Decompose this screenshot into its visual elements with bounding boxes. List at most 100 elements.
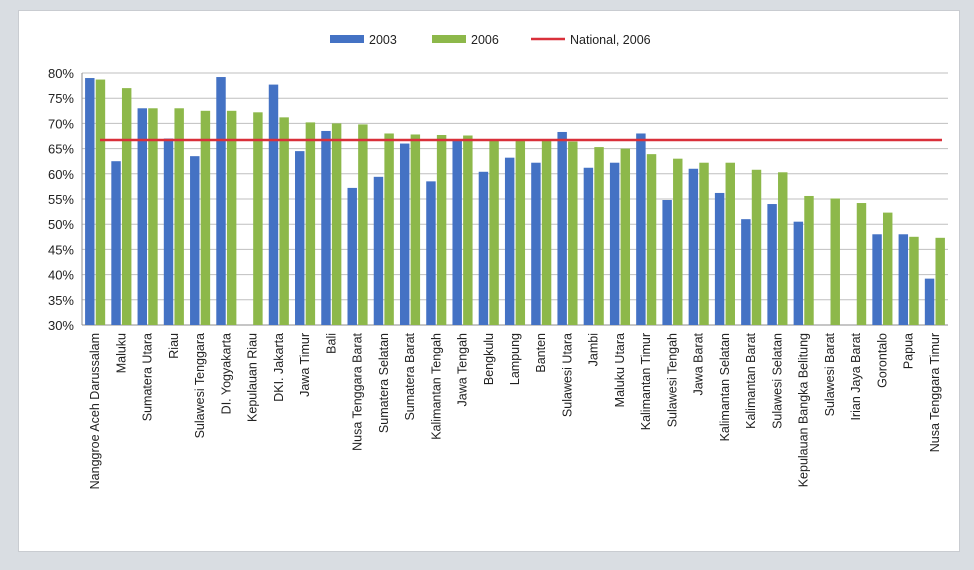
bar-2003 bbox=[216, 77, 226, 325]
bar-2003 bbox=[688, 168, 699, 325]
bar-2003 bbox=[85, 78, 95, 325]
bar-2006 bbox=[200, 110, 211, 325]
bar-2003 bbox=[321, 130, 331, 325]
x-tick-label: Sulawesi Selatan bbox=[770, 333, 784, 429]
bar-2003 bbox=[478, 171, 489, 325]
bar-2006 bbox=[305, 122, 316, 325]
bar-2006 bbox=[463, 135, 473, 325]
bar-2006 bbox=[830, 198, 840, 325]
bar-2003 bbox=[609, 162, 620, 325]
bar-2006 bbox=[384, 133, 394, 325]
bar-2006 bbox=[121, 88, 132, 326]
x-tick-label: Maluku Utara bbox=[613, 333, 627, 407]
x-tick-label: Jawa Timur bbox=[298, 333, 312, 397]
bar-2006 bbox=[725, 162, 735, 325]
bar-2006 bbox=[226, 110, 237, 325]
x-tick-label: Kalimantan Selatan bbox=[718, 333, 732, 441]
legend-swatch-2003 bbox=[330, 35, 364, 43]
y-tick-label: 80% bbox=[48, 66, 74, 81]
y-tick-label: 40% bbox=[48, 268, 74, 283]
y-tick-label: 45% bbox=[48, 242, 74, 257]
bar-2003 bbox=[137, 108, 148, 325]
bar-2006 bbox=[646, 154, 657, 325]
bar-2006 bbox=[594, 147, 604, 325]
x-tick-label: Bengkulu bbox=[482, 333, 496, 385]
bar-2006 bbox=[358, 124, 368, 326]
chart-gridlines bbox=[82, 72, 948, 326]
x-tick-label: DI. Yogyakarta bbox=[219, 333, 233, 414]
x-tick-label: Sumatera Barat bbox=[403, 332, 417, 420]
y-tick-label: 70% bbox=[48, 116, 74, 131]
bar-2003 bbox=[373, 176, 384, 325]
x-tick-label: Kalimantan Barat bbox=[744, 332, 758, 428]
chart-bars bbox=[85, 77, 945, 326]
x-tick-label: Kepulauan Riau bbox=[246, 333, 260, 422]
y-tick-label: 75% bbox=[48, 91, 74, 106]
legend-label-2003: 2003 bbox=[369, 33, 397, 47]
x-tick-label: Jawa Barat bbox=[692, 332, 706, 395]
bar-2003 bbox=[111, 161, 121, 325]
bar-2006 bbox=[673, 158, 683, 325]
bar-2006 bbox=[148, 108, 158, 325]
x-tick-label: Nusa Tenggara Barat bbox=[351, 332, 365, 450]
bar-2006 bbox=[174, 108, 184, 325]
bar-2006 bbox=[882, 212, 893, 325]
x-tick-label: Jambi bbox=[587, 333, 601, 366]
bar-2003 bbox=[714, 192, 725, 325]
y-tick-label: 60% bbox=[48, 167, 74, 182]
bar-2003 bbox=[452, 139, 462, 325]
x-tick-label: Nusa Tenggara Timur bbox=[928, 333, 942, 452]
bar-2006 bbox=[778, 172, 788, 325]
bar-2006 bbox=[804, 195, 814, 325]
bar-2003 bbox=[190, 156, 200, 325]
y-tick-label: 50% bbox=[48, 217, 74, 232]
x-tick-label: Irian Jaya Barat bbox=[849, 332, 863, 420]
bar-2003 bbox=[662, 200, 672, 325]
bar-2006 bbox=[856, 203, 867, 325]
bar-2006 bbox=[751, 169, 762, 325]
bar-2006 bbox=[935, 237, 945, 325]
x-tick-label: DKI. Jakarta bbox=[272, 333, 286, 402]
bar-2006 bbox=[515, 141, 526, 325]
bar-2006 bbox=[253, 112, 263, 325]
y-axis: 30% 35% 40% 45% 50% 55% 60% 65% 70% 75% 80% bbox=[48, 66, 948, 333]
bar-2003 bbox=[426, 181, 436, 325]
bar-2006 bbox=[489, 140, 499, 325]
bar-2006 bbox=[699, 162, 709, 325]
bar-2006 bbox=[436, 134, 447, 325]
x-tick-label: Banten bbox=[534, 333, 548, 373]
x-tick-label: Sumatera Utara bbox=[141, 333, 155, 421]
x-tick-label: Kalimantan Timur bbox=[639, 333, 653, 430]
bar-2003 bbox=[295, 151, 305, 325]
x-tick-label: Sumatera Selatan bbox=[377, 333, 391, 433]
bar-2006 bbox=[95, 79, 106, 325]
x-tick-label: Sulawesi Tengah bbox=[665, 333, 679, 427]
bar-2006 bbox=[541, 141, 552, 325]
bar-2006 bbox=[279, 117, 289, 326]
y-tick-label: 65% bbox=[48, 142, 74, 157]
y-tick-label: 35% bbox=[48, 293, 74, 308]
y-tick-label: 30% bbox=[48, 318, 74, 333]
x-tick-label: Sulawesi Tenggara bbox=[193, 333, 207, 438]
bar-2003 bbox=[872, 234, 882, 325]
x-tick-label: Sulawesi Utara bbox=[560, 333, 574, 417]
x-tick-label: Jawa Tengah bbox=[456, 333, 470, 406]
bar-2003 bbox=[531, 162, 541, 325]
x-axis: Nanggroe Aceh Darussalam Maluku Sumatera U… bbox=[88, 332, 942, 489]
bar-2003 bbox=[924, 278, 935, 325]
x-tick-label: Papua bbox=[902, 333, 916, 369]
chart-legend: 2003 2006 National, 2006 bbox=[330, 33, 651, 47]
x-tick-label: Maluku bbox=[114, 333, 128, 373]
bar-2006 bbox=[909, 236, 919, 325]
bar-2003 bbox=[793, 221, 804, 325]
legend-swatch-2006 bbox=[432, 35, 466, 43]
bar-2003 bbox=[504, 157, 515, 325]
bar-2006 bbox=[568, 141, 578, 325]
bar-2003 bbox=[583, 167, 594, 325]
x-tick-label: Kepulauan Bangka Belitung bbox=[797, 333, 811, 487]
bar-2003 bbox=[636, 133, 646, 325]
x-tick-label: Riau bbox=[167, 333, 181, 359]
bar-2006 bbox=[620, 148, 631, 325]
x-tick-label: Gorontalo bbox=[875, 333, 889, 388]
